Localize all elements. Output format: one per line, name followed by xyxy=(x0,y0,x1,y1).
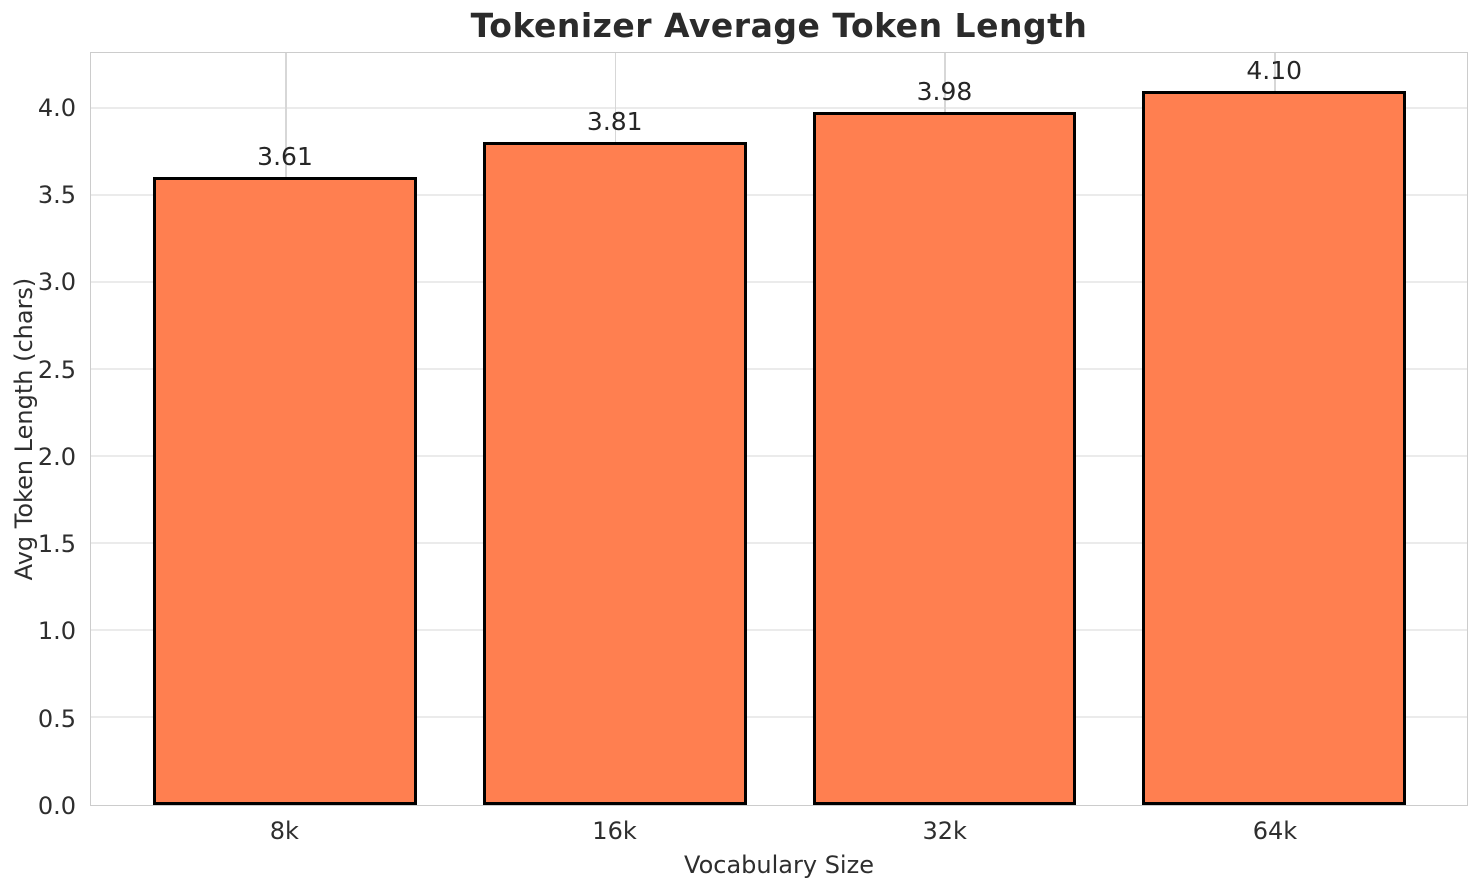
y-tick-label: 4.0 xyxy=(37,93,76,122)
plot-area: 3.61 3.81 3.98 4.10 xyxy=(90,52,1468,806)
h-gridline xyxy=(91,455,1467,457)
h-gridline xyxy=(91,716,1467,718)
x-tick-label: 8k xyxy=(269,817,299,845)
h-gridline xyxy=(91,194,1467,196)
x-tick-label: 64k xyxy=(1252,817,1298,845)
y-tick-label: 2.5 xyxy=(37,355,76,384)
h-gridline xyxy=(91,281,1467,283)
y-tick-label: 3.0 xyxy=(37,268,76,297)
bar xyxy=(153,176,417,805)
h-gridline xyxy=(91,542,1467,544)
y-tick-label: 3.5 xyxy=(37,181,76,210)
y-tick-label: 2.0 xyxy=(37,442,76,471)
bar-value-label: 4.10 xyxy=(1246,56,1303,86)
bar-value-label: 3.61 xyxy=(257,141,313,171)
h-gridline xyxy=(91,107,1467,109)
h-gridline xyxy=(91,368,1467,370)
y-tick-label: 1.5 xyxy=(37,530,76,559)
chart-title: Tokenizer Average Token Length xyxy=(470,6,1088,45)
bar xyxy=(1142,91,1407,805)
y-tick-label: 0.0 xyxy=(37,792,76,820)
bar xyxy=(482,141,747,805)
y-tick-label: 0.5 xyxy=(37,704,76,733)
x-axis-label: Vocabulary Size xyxy=(684,851,874,879)
bar-value-label: 3.81 xyxy=(586,106,643,136)
x-tick-label: 32k xyxy=(922,817,967,845)
bar xyxy=(812,112,1077,805)
x-tick-label: 16k xyxy=(592,817,637,845)
h-gridline xyxy=(91,629,1467,631)
y-tick-label: 1.0 xyxy=(37,617,76,646)
bar-value-label: 3.98 xyxy=(916,77,973,107)
